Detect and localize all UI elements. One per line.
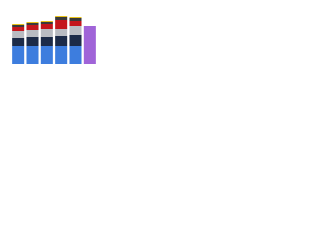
bar-segment	[26, 25, 39, 30]
bar-segment	[26, 22, 39, 23]
bar-segment	[69, 46, 82, 64]
bar-segment	[12, 46, 25, 64]
page: {"chart_data": {"type": "stacked-bar", "…	[0, 0, 320, 71]
chart	[12, 16, 96, 64]
bar-segment	[40, 37, 53, 46]
bar-segment	[69, 21, 82, 26]
bar-segment	[69, 26, 82, 35]
bar-segment	[40, 46, 53, 64]
bar-segment	[55, 46, 68, 64]
bar-segment	[12, 25, 25, 27]
bar-segment	[55, 16, 68, 17]
bar-segment	[12, 27, 25, 31]
bar-segment	[26, 46, 39, 64]
bar-segment	[12, 38, 25, 46]
bar-segment	[55, 17, 68, 20]
bar-segment	[69, 18, 82, 21]
bar-segment	[55, 29, 68, 36]
bar-segment	[40, 29, 53, 37]
bar-segment	[12, 31, 25, 38]
bar-segment	[40, 21, 53, 22]
bar-segment	[69, 35, 82, 46]
bar-segment	[12, 24, 25, 25]
bar-segment	[26, 23, 39, 25]
bar-segment	[26, 30, 39, 37]
bar-segment	[55, 36, 68, 46]
bar-segment	[55, 20, 68, 29]
bar-segment	[40, 22, 53, 24]
bar-segment	[26, 37, 39, 46]
bar-segment	[83, 26, 96, 64]
bar-segment	[40, 24, 53, 29]
bar-segment	[69, 17, 82, 18]
